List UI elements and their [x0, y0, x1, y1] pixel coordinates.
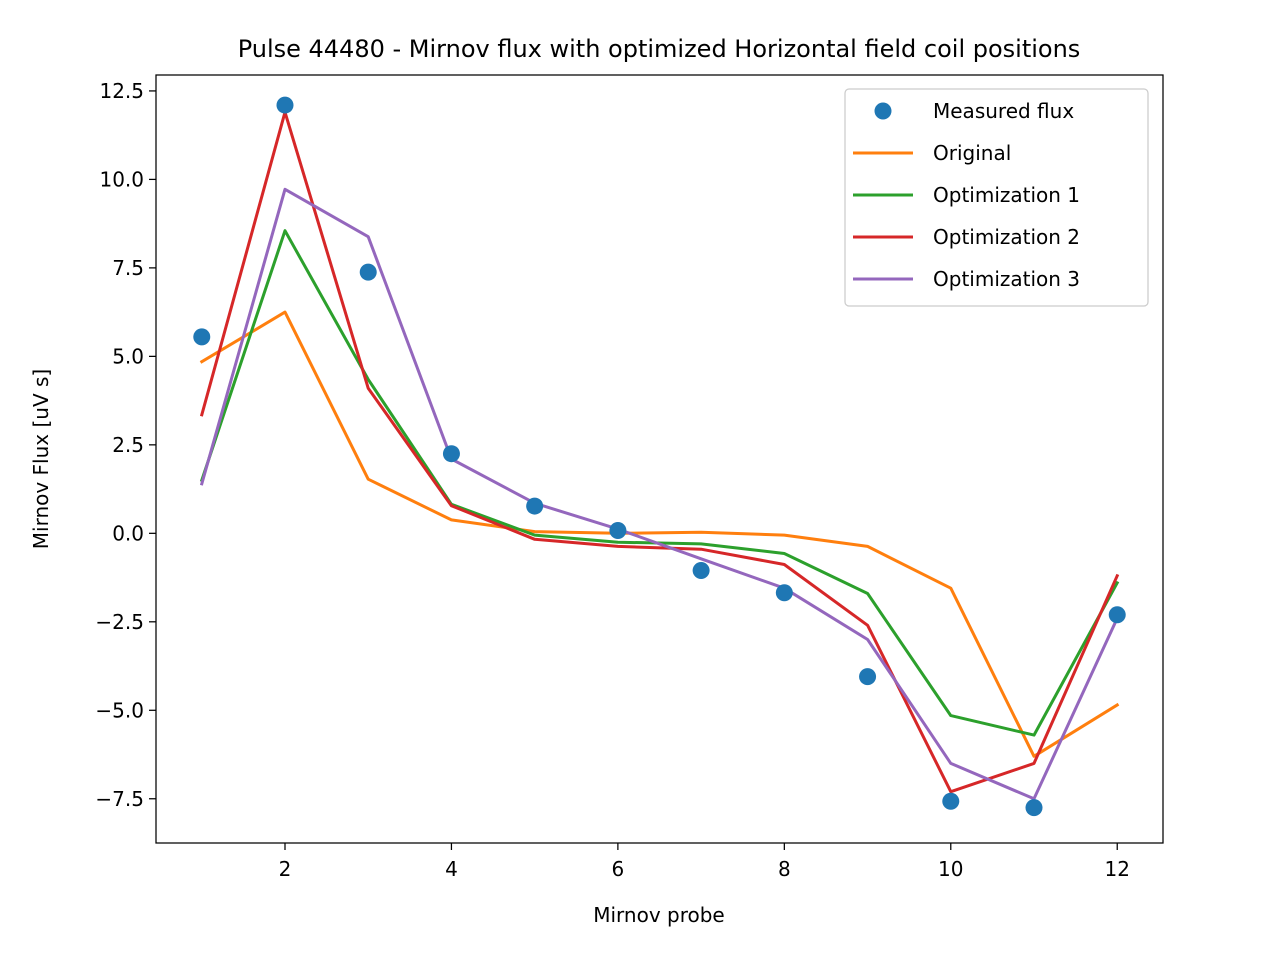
y-axis-ticks: 12.5 10.0 7.5 5.0 2.5 0.0 −2.5 −5.0 −7.5 [95, 79, 156, 811]
legend-label-measured-flux: Measured flux [933, 99, 1074, 123]
y-tick-label: −5.0 [95, 698, 144, 722]
legend-marker-measured-flux [874, 102, 892, 120]
series-layer [193, 96, 1126, 817]
measured-flux-point [692, 561, 710, 579]
measured-flux-point [442, 445, 460, 463]
series-line-original [199, 310, 1120, 758]
measured-flux-point [609, 521, 627, 539]
x-tick-label: 4 [445, 857, 458, 881]
legend: Measured flux Original Optimization 1 Optim… [844, 88, 1149, 307]
measured-flux-point [276, 96, 294, 114]
y-tick-label: −7.5 [95, 787, 144, 811]
legend-label-optimization-3: Optimization 3 [933, 267, 1080, 291]
y-tick-label: −2.5 [95, 610, 144, 634]
x-tick-label: 12 [1105, 857, 1130, 881]
x-tick-label: 6 [612, 857, 625, 881]
series-line-optimization-3 [199, 187, 1120, 801]
series-line-optimization-2 [199, 110, 1120, 794]
legend-label-optimization-1: Optimization 1 [933, 183, 1080, 207]
y-tick-label: 10.0 [99, 167, 144, 191]
measured-flux-point [942, 792, 960, 810]
x-tick-label: 10 [938, 857, 963, 881]
y-tick-label: 0.0 [112, 521, 144, 545]
x-axis-ticks: 2 4 6 8 10 12 [279, 843, 1130, 881]
y-tick-label: 5.0 [112, 344, 144, 368]
measured-flux-point [359, 263, 377, 281]
x-axis-label: Mirnov probe [593, 903, 725, 927]
x-tick-label: 8 [778, 857, 791, 881]
measured-flux-point [193, 328, 211, 346]
legend-label-optimization-2: Optimization 2 [933, 225, 1080, 249]
y-tick-label: 12.5 [99, 79, 144, 103]
chart-title: Pulse 44480 - Mirnov flux with optimized… [238, 35, 1081, 63]
measured-flux-point [1025, 799, 1043, 817]
measured-flux-point [1108, 606, 1126, 624]
y-tick-label: 2.5 [112, 433, 144, 457]
y-axis-label: Mirnov Flux [uV s] [29, 369, 53, 549]
measured-flux-point [859, 668, 877, 686]
measured-flux-point [526, 497, 544, 515]
legend-label-original: Original [933, 141, 1011, 165]
x-tick-label: 2 [279, 857, 292, 881]
plot-frame [155, 74, 1164, 844]
measured-flux-point [775, 584, 793, 602]
legend-box [844, 88, 1149, 307]
y-tick-label: 7.5 [112, 256, 144, 280]
